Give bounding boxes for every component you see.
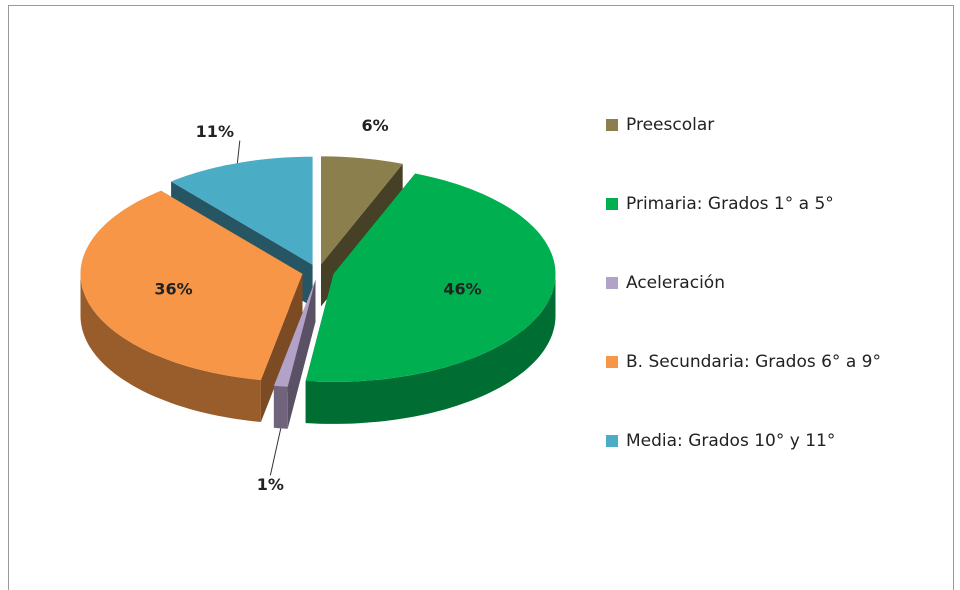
legend-label: B. Secundaria: Grados 6° a 9° [626,352,881,372]
legend-swatch [606,356,618,368]
slice-side [305,273,556,424]
value-label: 36% [154,280,192,299]
legend-label: Aceleración [626,273,725,293]
legend-label: Media: Grados 10° y 11° [626,431,835,451]
slice [273,279,316,387]
value-label: 11% [196,122,234,141]
chart-frame [8,5,954,590]
legend-swatch [606,198,618,210]
legend-swatch [606,435,618,447]
slice [80,190,303,380]
slice [171,156,313,265]
value-label: 1% [257,475,284,494]
slice [305,173,556,382]
slice-wall [260,273,303,422]
value-label: 46% [443,280,481,299]
leader-line [236,140,241,164]
legend-label: Preescolar [626,115,714,135]
value-label: 6% [361,116,388,135]
leader-line [269,428,282,476]
slice-side [273,385,288,429]
slice [321,156,403,265]
slice-side [80,273,261,422]
legend-label: Primaria: Grados 1° a 5° [626,194,834,214]
legend-swatch [606,119,618,131]
legend-swatch [606,277,618,289]
